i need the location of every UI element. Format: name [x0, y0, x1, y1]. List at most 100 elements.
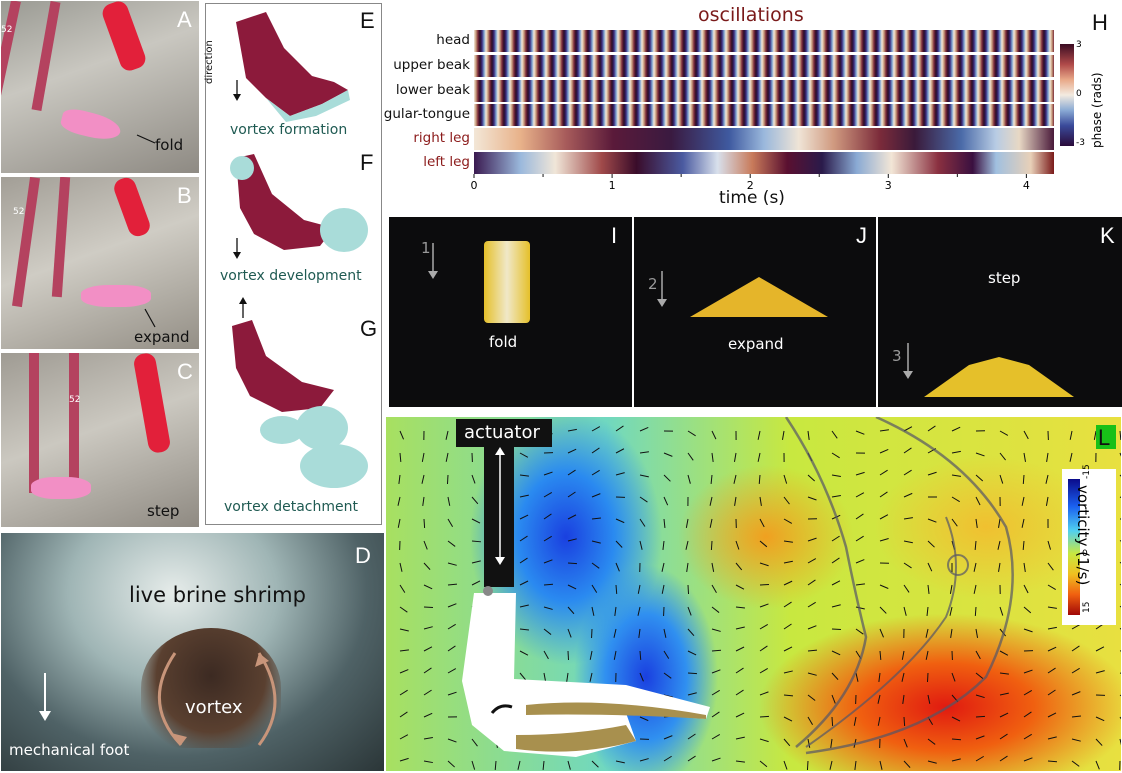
x-tick-label: 4 [1023, 179, 1030, 192]
flow-vector [951, 738, 962, 741]
flow-vector [831, 494, 841, 498]
flow-vector [447, 562, 457, 566]
flow-vector [1071, 760, 1080, 767]
flamingo-outline [784, 417, 1014, 755]
flow-vector [1021, 496, 1025, 506]
flow-vector [711, 711, 720, 718]
flow-vector [615, 760, 625, 764]
flow-vector [973, 562, 977, 572]
flow-vector [951, 474, 961, 477]
flow-vector [807, 558, 817, 564]
flow-vector [423, 606, 434, 609]
flow-vector [639, 426, 649, 432]
flow-vector [423, 667, 432, 674]
vortex-detachment-render [232, 320, 368, 488]
step-label: step [988, 269, 1021, 287]
flow-vector [951, 716, 961, 722]
robot-panel-j: J expand 2 [633, 216, 877, 408]
vortex-formation-caption: vortex formation [230, 122, 348, 138]
flow-vector [735, 540, 740, 550]
actuator-stroke-arrow [495, 447, 505, 565]
flow-vector [1023, 606, 1032, 614]
flow-vector [399, 584, 406, 593]
flow-vector [999, 692, 1009, 696]
up-arrow-icon [239, 297, 247, 318]
flow-vector [637, 584, 641, 594]
photo-panel-a: 52 A fold [0, 0, 200, 174]
flow-vector [1047, 626, 1057, 630]
vortex-formation-render [236, 12, 350, 122]
mechanical-foot-label: mechanical foot [9, 741, 130, 759]
flow-vector [423, 562, 431, 570]
flow-vector [879, 448, 889, 454]
robot-foot-expanded [690, 277, 828, 317]
down-arrow-icon [233, 238, 241, 259]
flow-vector [879, 491, 888, 498]
flow-vector [903, 540, 913, 544]
flow-vector [759, 760, 768, 768]
flamingo-foot [81, 285, 151, 307]
flow-vector [447, 518, 454, 527]
flow-vector [447, 738, 457, 743]
flow-vector [519, 514, 529, 520]
flow-vector [663, 452, 673, 457]
flow-vector [783, 540, 793, 543]
flow-vector [421, 474, 425, 484]
flow-vector [543, 628, 552, 635]
flow-vector [783, 601, 792, 608]
flow-vector [999, 712, 1009, 718]
flow-vector [927, 738, 936, 745]
flow-vector [735, 626, 745, 630]
flow-vector [1119, 452, 1121, 457]
flow-vector [927, 584, 930, 594]
flow-vector [831, 430, 838, 439]
flow-vector [807, 430, 810, 440]
flow-vector [519, 650, 529, 656]
flow-vector [949, 606, 953, 616]
vortex-detachment-caption: vortex detachment [224, 499, 358, 515]
flow-vector [519, 580, 529, 586]
flow-vector [927, 760, 937, 764]
flow-vector [903, 562, 912, 569]
flow-vector [902, 694, 905, 704]
flow-vector [663, 518, 666, 529]
panel-label-f: F [360, 150, 374, 175]
flow-vector [687, 692, 697, 696]
flow-vector [661, 562, 665, 572]
panel-label-i: I [611, 223, 618, 248]
flow-vector [783, 670, 793, 674]
flow-vector [925, 628, 929, 638]
flow-vector [925, 650, 929, 660]
flow-vector [567, 491, 576, 498]
flow-vector [399, 669, 409, 674]
flow-vector [951, 426, 961, 432]
flow-vector [1071, 667, 1080, 674]
colorbar-label: phase (rads) [1090, 72, 1104, 148]
flow-vector [1119, 738, 1121, 746]
flow-vector [926, 606, 929, 616]
heatmap-row-right-leg [474, 128, 1054, 150]
flow-vector [831, 474, 841, 478]
flow-vector [735, 562, 743, 571]
down-arrow-icon [428, 243, 438, 279]
flow-vector [999, 474, 1004, 484]
heatmap-row-gular-tongue [474, 104, 1054, 126]
flow-vector [951, 496, 960, 503]
flow-vector [879, 514, 889, 520]
flow-vector [807, 537, 817, 542]
flow-vector [639, 451, 649, 454]
flow-vector [1071, 738, 1081, 742]
flamingo-neck [132, 353, 172, 455]
flow-vector [615, 518, 625, 524]
flow-vector [783, 694, 794, 697]
flow-vector [831, 628, 842, 631]
flow-vector [975, 650, 981, 660]
robot-foot-folded [484, 241, 530, 323]
flow-vector [1047, 760, 1058, 763]
flow-vector [591, 469, 600, 476]
flow-vector [591, 760, 599, 768]
flow-vector [1047, 584, 1056, 591]
flow-vector [879, 606, 887, 614]
flow-vector [711, 669, 721, 674]
flow-vector [1023, 584, 1029, 594]
